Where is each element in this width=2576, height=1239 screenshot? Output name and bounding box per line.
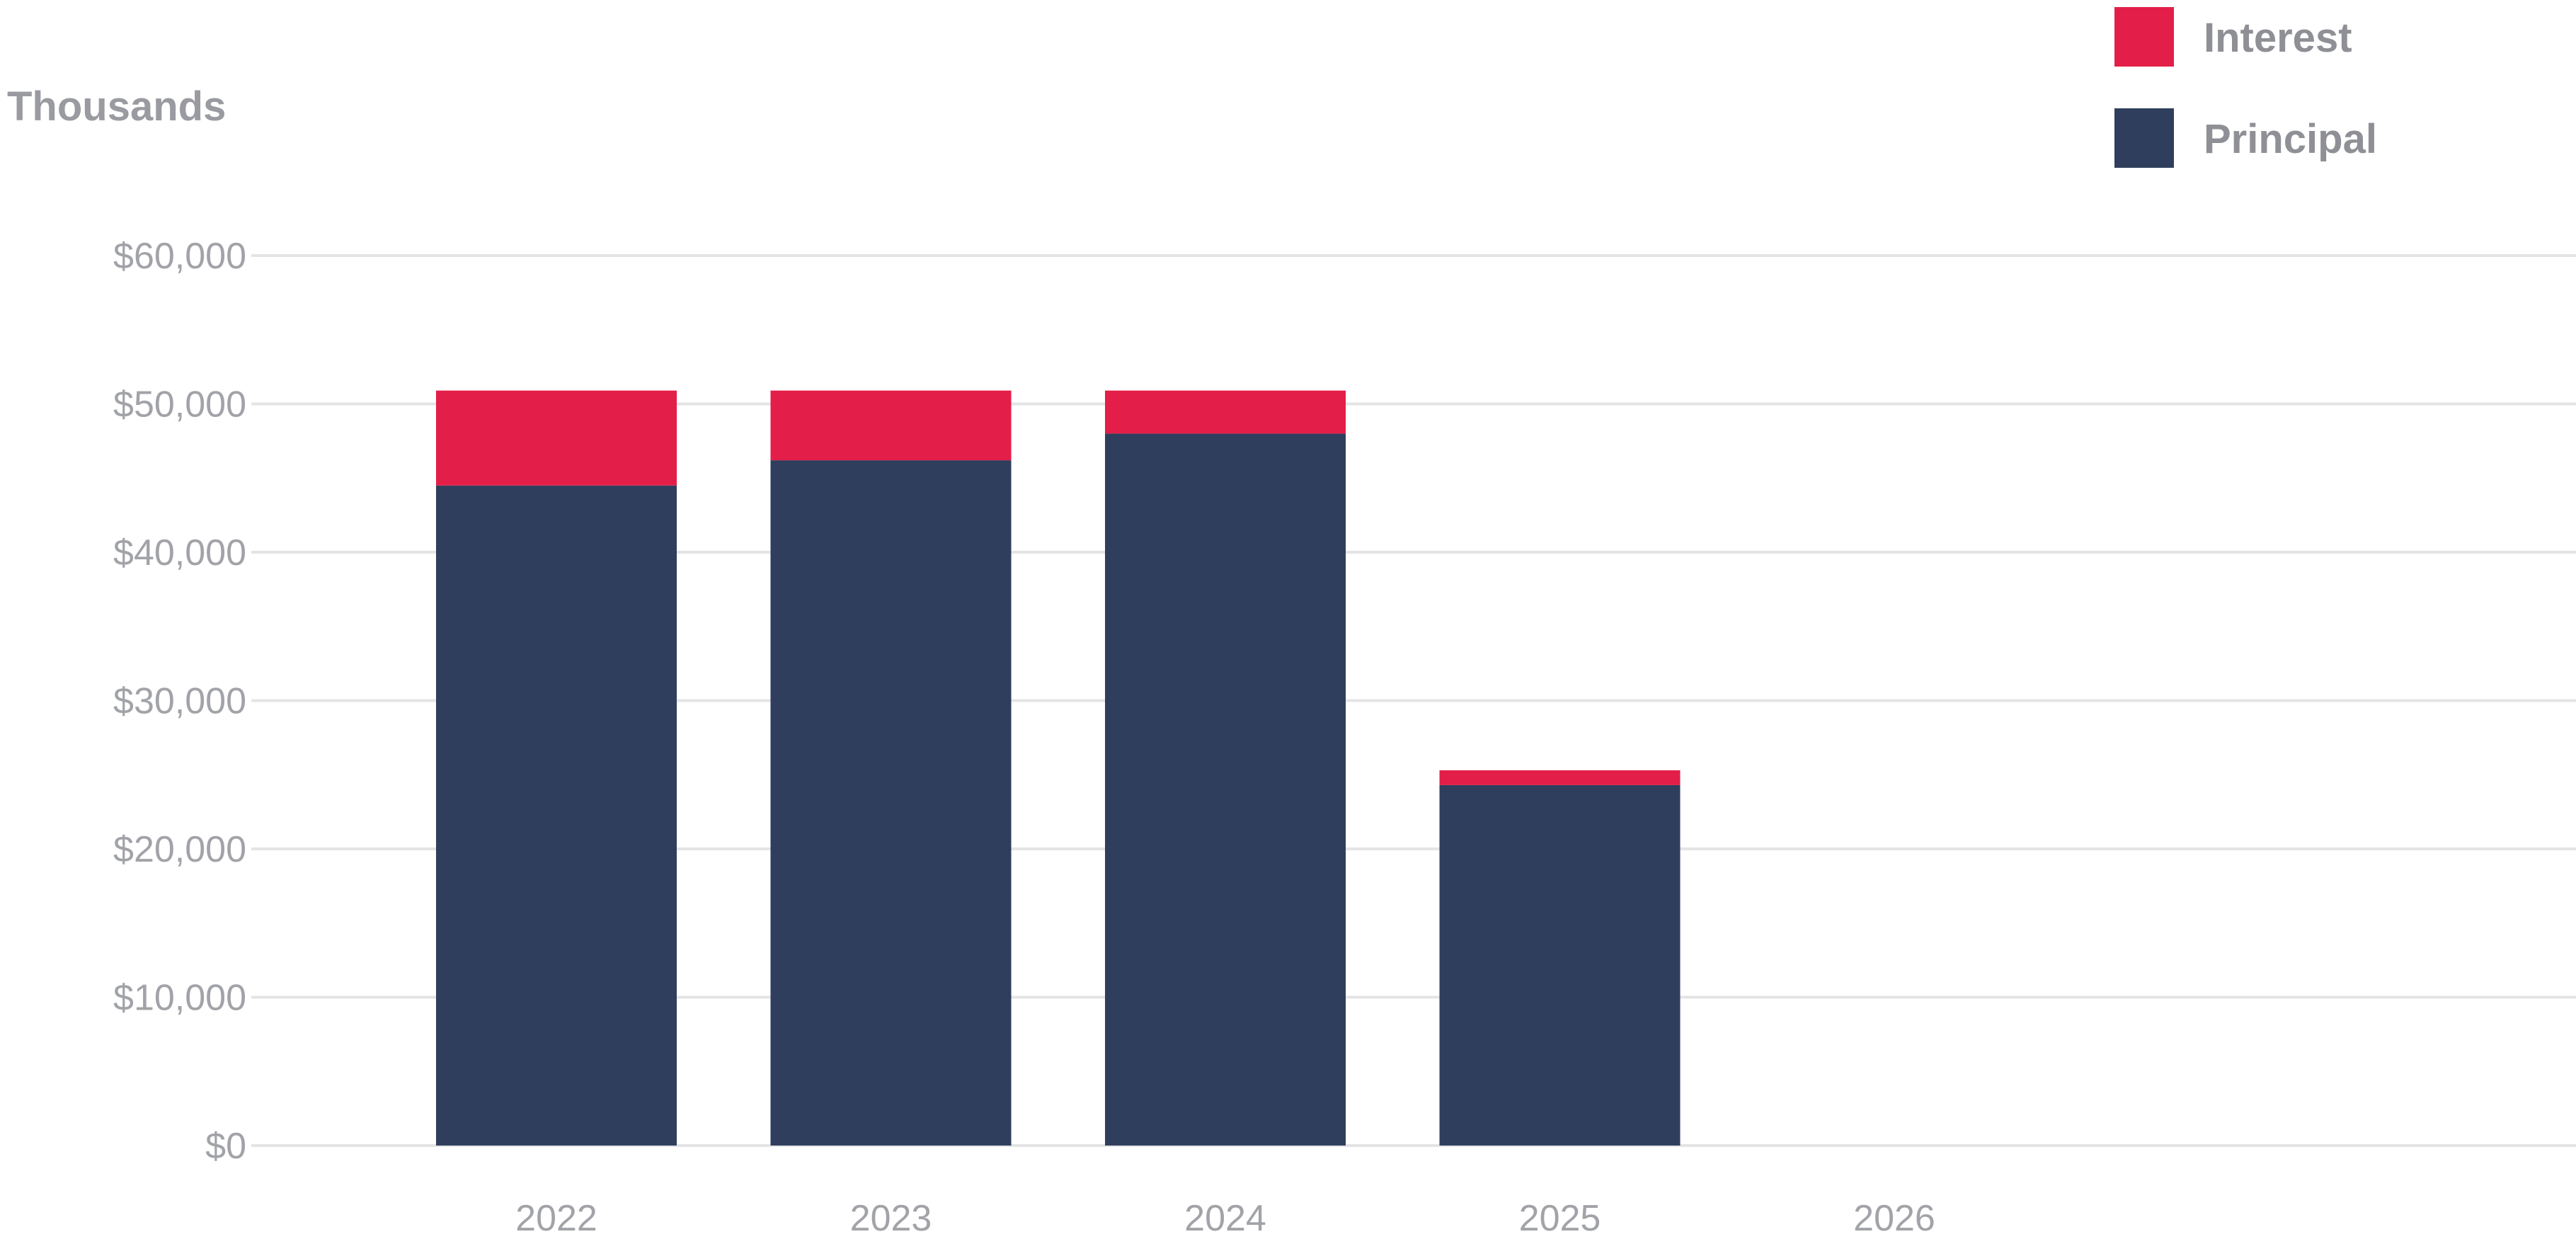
y-tick-label: $0 [205,1126,246,1167]
x-tick-label: 2023 [850,1198,932,1239]
bar-interest-2025 [1439,770,1681,785]
x-tick-label: 2025 [1519,1198,1601,1239]
x-tick-label: 2022 [515,1198,597,1239]
y-tick-label: $40,000 [113,532,246,573]
x-axis-tick-labels: 2022 2023 2024 2025 2026 [515,1198,1935,1239]
bar-principal-2022 [436,485,677,1146]
legend: Interest Principal [2114,7,2377,168]
bar-principal-2023 [770,460,1012,1146]
legend-label-interest: Interest [2204,15,2352,61]
legend-label-principal: Principal [2204,116,2377,162]
y-tick-label: $30,000 [113,681,246,722]
y-tick-label: $10,000 [113,978,246,1019]
legend-swatch-principal [2114,108,2174,168]
bar-principal-2024 [1105,433,1346,1146]
y-axis-tick-labels: $0 $10,000 $20,000 $30,000 $40,000 $50,000 $60… [113,236,246,1167]
bar-interest-2022 [436,390,677,486]
bars [436,390,1681,1146]
y-tick-label: $50,000 [113,384,246,426]
x-tick-label: 2026 [1853,1198,1935,1239]
x-tick-label: 2024 [1184,1198,1266,1239]
bar-interest-2023 [770,390,1012,461]
bar-interest-2024 [1105,390,1346,434]
y-tick-label: $60,000 [113,236,246,277]
unit-label: Thousands [7,84,226,130]
legend-swatch-interest [2114,7,2174,67]
bar-principal-2025 [1439,784,1681,1146]
y-tick-label: $20,000 [113,829,246,870]
